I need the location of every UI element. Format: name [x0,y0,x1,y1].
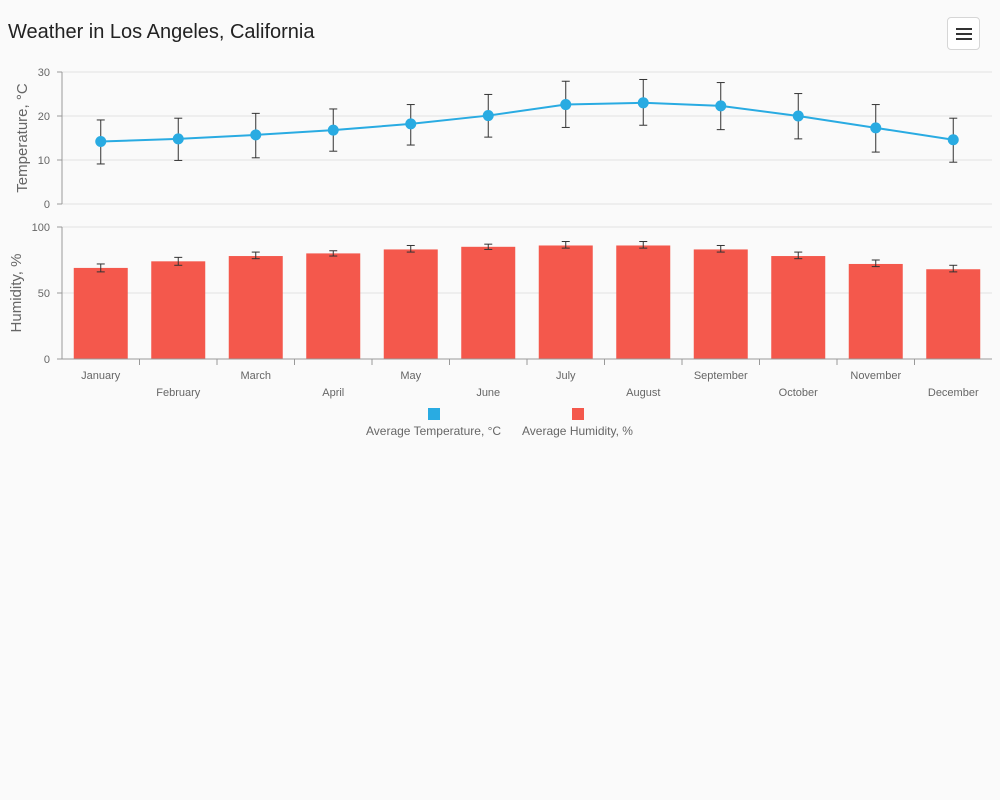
x-tick-label: December [928,387,979,399]
humidity-bar [926,269,981,359]
temperature-point [715,100,727,112]
humidity-bar [461,246,516,359]
humidity-bar [616,245,671,359]
hamburger-menu-icon[interactable] [947,17,980,50]
temperature-point [327,124,339,136]
y-axis-title: Temperature, °C [14,83,31,193]
humidity-bar [228,256,283,359]
temperature-point [250,129,262,141]
legend-swatch-temperature[interactable] [428,408,440,420]
y-axis-title: Humidity, % [8,254,25,333]
humidity-bar [771,256,826,359]
y-tick-label: 30 [38,67,50,79]
x-tick-label: August [626,387,660,399]
humidity-bar [538,245,593,359]
temperature-line [100,101,954,143]
x-tick-label: June [476,387,500,399]
humidity-bar [693,249,748,359]
x-tick-label: April [322,387,344,399]
x-tick-label: May [400,370,421,382]
y-tick-label: 100 [32,222,50,234]
temperature-point [637,97,649,109]
temperature-point [870,122,882,134]
y-tick-label: 0 [44,199,50,211]
legend-swatch-humidity[interactable] [572,408,584,420]
temperature-point [947,134,959,146]
temperature-point [95,136,107,148]
weather-chart: 0 10 20 30 Temperature, °C 0 50 100 Humidity, % J… [8,67,992,399]
x-tick-label: July [556,370,576,382]
humidity-bar [848,263,903,359]
temperature-point [560,99,572,111]
legend-label-temperature[interactable]: Average Temperature, °C [366,424,502,438]
x-tick-label: September [694,370,748,382]
humidity-bar [306,253,361,359]
y-tick-label: 10 [38,155,50,167]
temperature-point [405,118,417,130]
y-tick-label: 20 [38,111,50,123]
temperature-point [482,110,494,122]
temperature-point [792,110,804,122]
chart-title: Weather in Los Angeles, California [8,21,315,43]
humidity-bar [73,267,128,359]
humidity-bar [151,261,206,359]
x-tick-label: November [850,370,901,382]
y-tick-label: 0 [44,354,50,366]
x-tick-label: January [81,370,121,382]
legend-label-humidity[interactable]: Average Humidity, % [522,424,633,438]
x-tick-label: October [779,387,818,399]
humidity-bar [383,249,438,359]
x-tick-label: February [156,387,201,399]
x-tick-label: March [240,370,271,382]
temperature-point [172,133,184,145]
y-tick-label: 50 [38,288,50,300]
